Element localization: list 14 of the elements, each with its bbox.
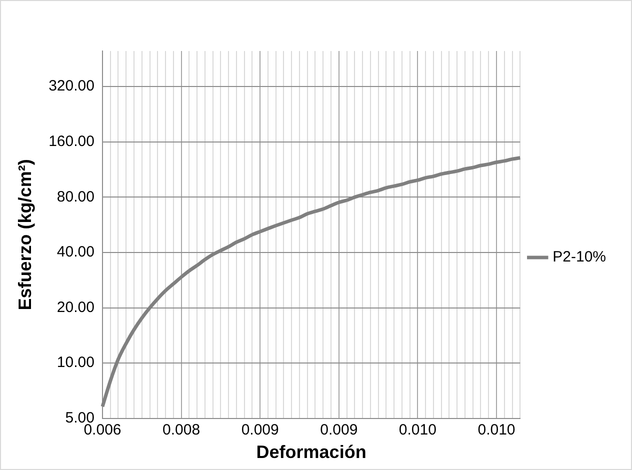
- y-tick-label: 160.00: [48, 133, 94, 150]
- y-axis-title: Esfuerzo (kg/cm²): [14, 159, 35, 310]
- y-tick-label: 320.00: [48, 78, 94, 95]
- y-tick-label: 20.00: [56, 298, 94, 316]
- x-tick-label: 0.009: [320, 422, 358, 439]
- x-tick-label: 0.010: [478, 422, 516, 439]
- x-tick-label: 0.008: [162, 422, 200, 439]
- y-tick-label: 80.00: [56, 188, 94, 206]
- x-tick-label: 0.009: [241, 422, 279, 439]
- y-tick-label: 10.00: [56, 354, 94, 372]
- x-tick-label: 0.010: [398, 422, 436, 439]
- legend-label: P2-10%: [552, 248, 606, 266]
- y-tick-label: 40.00: [56, 244, 94, 261]
- x-axis-title: Deformación: [256, 442, 366, 462]
